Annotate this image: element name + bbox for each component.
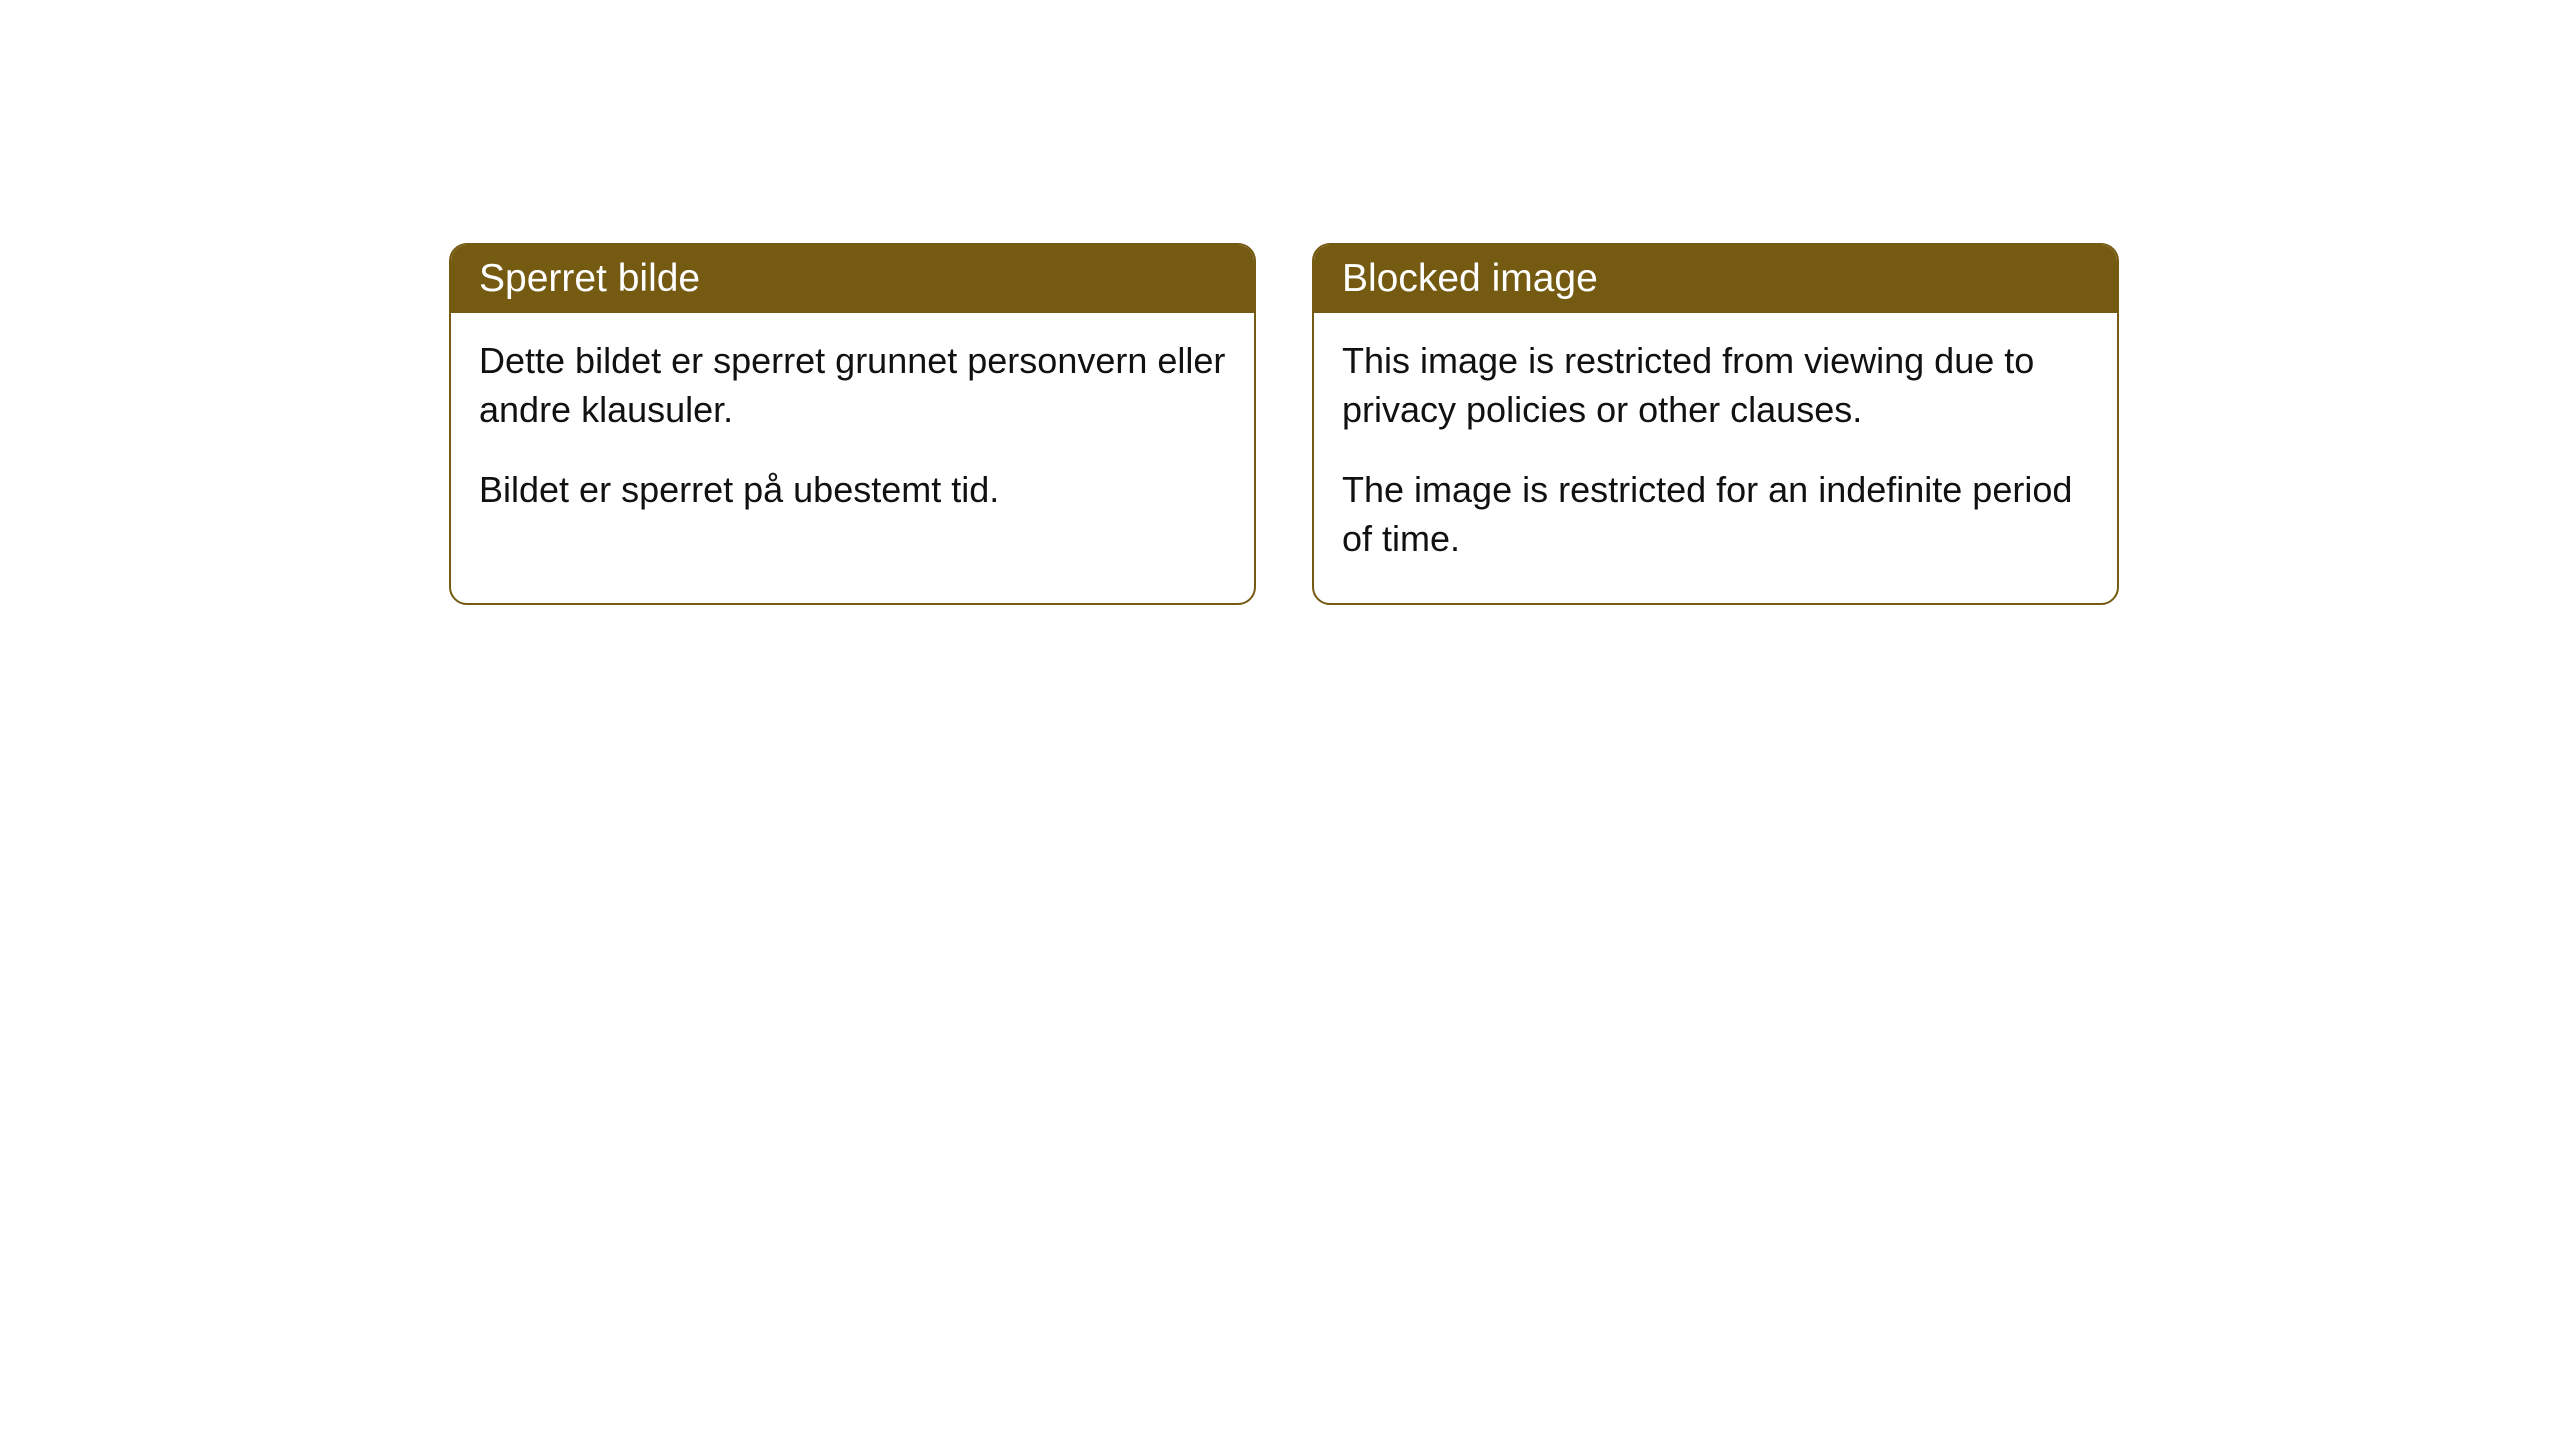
card-header-english: Blocked image xyxy=(1314,245,2117,313)
card-paragraph-1: This image is restricted from viewing du… xyxy=(1342,337,2089,434)
card-body-english: This image is restricted from viewing du… xyxy=(1314,313,2117,603)
card-paragraph-2: The image is restricted for an indefinit… xyxy=(1342,466,2089,563)
card-body-norwegian: Dette bildet er sperret grunnet personve… xyxy=(451,313,1254,555)
cards-container: Sperret bilde Dette bildet er sperret gr… xyxy=(449,243,2119,605)
card-norwegian: Sperret bilde Dette bildet er sperret gr… xyxy=(449,243,1256,605)
card-paragraph-1: Dette bildet er sperret grunnet personve… xyxy=(479,337,1226,434)
card-header-norwegian: Sperret bilde xyxy=(451,245,1254,313)
card-paragraph-2: Bildet er sperret på ubestemt tid. xyxy=(479,466,1226,515)
card-english: Blocked image This image is restricted f… xyxy=(1312,243,2119,605)
